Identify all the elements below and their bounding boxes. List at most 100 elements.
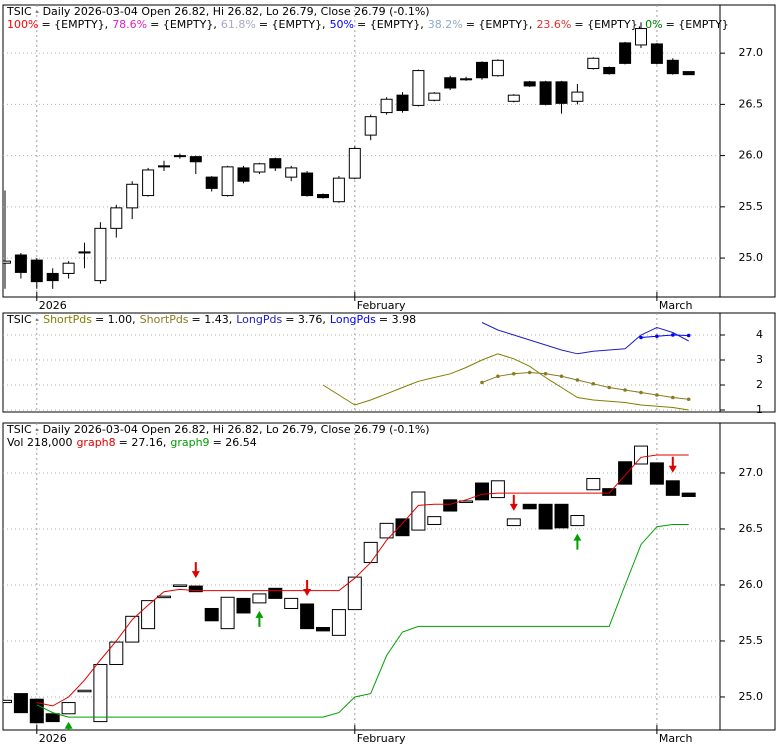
legend-value: = 27.16, xyxy=(119,436,167,449)
price-box xyxy=(602,488,617,496)
price-box xyxy=(443,499,458,512)
candle-body xyxy=(301,172,314,197)
candle-body xyxy=(571,91,584,102)
candle-body xyxy=(460,78,473,81)
plot-area xyxy=(3,5,720,297)
candle-body xyxy=(650,43,663,64)
y-tick-label: 27.0 xyxy=(739,466,764,479)
price-box xyxy=(77,689,92,693)
y-tick-label: 4 xyxy=(756,328,763,341)
title-text: TSIC - Daily 2026-03-04 Open 26.82, Hi 2… xyxy=(6,423,430,436)
y-tick-label: 27.0 xyxy=(739,46,764,59)
series-marker xyxy=(639,335,643,340)
legend: Vol 218,000 graph8 = 27.16, graph9 = 26.54 xyxy=(7,436,257,449)
series-line xyxy=(481,322,689,355)
series-marker xyxy=(639,390,643,395)
candle-body xyxy=(332,177,345,203)
candle-body xyxy=(619,42,632,64)
candle-body xyxy=(317,194,329,199)
price-box xyxy=(490,480,505,499)
candle-body xyxy=(269,158,282,169)
price-box xyxy=(252,593,267,604)
price-box xyxy=(268,587,283,599)
candle-body xyxy=(14,254,27,273)
candle-body xyxy=(396,94,409,112)
fib-level: 0% xyxy=(645,18,662,31)
series-marker xyxy=(655,393,659,397)
series-marker xyxy=(686,333,691,338)
price-box xyxy=(300,603,315,630)
series-line xyxy=(481,371,689,400)
candle-body xyxy=(46,272,59,282)
sell-arrow xyxy=(509,494,518,511)
series-marker xyxy=(671,395,675,400)
price-box xyxy=(411,491,426,531)
series-line xyxy=(640,334,689,338)
series-line xyxy=(36,454,689,707)
price-box xyxy=(665,480,680,496)
series-marker xyxy=(512,371,516,376)
price-box xyxy=(586,478,601,491)
price-box xyxy=(506,518,521,527)
price-box xyxy=(61,702,76,715)
candle-body xyxy=(110,207,123,229)
price-box xyxy=(220,596,235,630)
price-box xyxy=(427,516,442,525)
candle-body xyxy=(491,59,504,77)
candle-body xyxy=(348,147,361,179)
candle-body xyxy=(237,167,250,182)
candle-body xyxy=(364,116,377,136)
price-box xyxy=(172,584,187,587)
candle-body xyxy=(173,155,186,158)
fib-value: = {EMPTY}, xyxy=(574,18,641,31)
y-tick-label: 26.5 xyxy=(739,97,764,110)
candle-body xyxy=(412,70,425,106)
buy-arrow xyxy=(255,610,264,627)
plot-frame xyxy=(2,4,721,298)
legend-value: = 26.54 xyxy=(213,436,257,449)
legend-name: LongPds xyxy=(236,313,282,326)
fib-value: = {EMPTY}, xyxy=(466,18,533,31)
candle-body xyxy=(587,57,600,70)
candle-body xyxy=(94,227,107,282)
candle-body xyxy=(666,59,679,75)
price-box xyxy=(3,699,12,704)
y-tick-label: 3 xyxy=(756,353,763,366)
x-tick-label: March xyxy=(659,299,693,312)
fib-value: = {EMPTY}, xyxy=(150,18,217,31)
price-box xyxy=(634,445,648,465)
price-box xyxy=(363,541,378,564)
y-tick-label: 25.0 xyxy=(739,690,764,703)
title-text: TSIC - Daily 2026-03-04 Open 26.82, Hi 2… xyxy=(6,5,430,18)
series-marker xyxy=(623,388,627,392)
price-box xyxy=(347,576,362,611)
series-marker xyxy=(655,334,659,339)
y-tick-label: 26.5 xyxy=(739,522,764,535)
sell-arrow xyxy=(191,562,200,579)
price-box xyxy=(379,522,394,539)
fib-value: = {EMPTY} xyxy=(666,18,729,31)
plot-frame xyxy=(2,312,721,413)
series-marker xyxy=(480,380,484,385)
candle-body xyxy=(126,183,139,209)
panel-title: TSIC - Daily 2026-03-04 Open 26.82, Hi 2… xyxy=(6,5,430,18)
candle-body xyxy=(221,166,234,197)
panel-title: TSIC - ShortPds = 1.00, ShortPds = 1.43, Long… xyxy=(6,313,416,326)
y-tick-label: 25.5 xyxy=(739,634,764,647)
price-box xyxy=(475,482,489,501)
x-tick-label: February xyxy=(357,732,406,745)
legend-value: = 1.43, xyxy=(192,313,233,326)
series-line xyxy=(36,524,689,718)
fib-legend: 100% = {EMPTY}, 78.6% = {EMPTY}, 61.8% = {EMP… xyxy=(7,18,729,31)
series-marker xyxy=(559,374,564,379)
y-tick-label: 25.0 xyxy=(739,251,764,264)
y-tick-label: 2 xyxy=(756,378,763,391)
x-tick-label: March xyxy=(659,732,693,745)
price-box xyxy=(157,595,171,599)
price-box xyxy=(204,607,219,622)
price-box xyxy=(236,597,251,614)
legend-value: = 1.00, xyxy=(95,313,136,326)
x-tick-label: 2026 xyxy=(39,732,67,745)
series-marker xyxy=(496,374,500,379)
candle-body xyxy=(555,81,568,104)
